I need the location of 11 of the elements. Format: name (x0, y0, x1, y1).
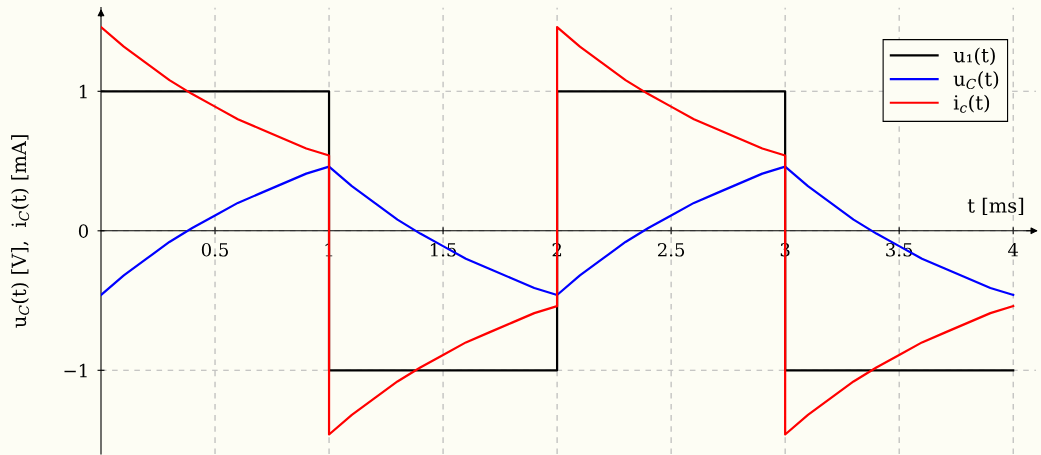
y-tick-label: 0 (78, 224, 88, 238)
legend-label: i$_{c}$(t) (953, 94, 990, 113)
x-tick-label: 4 (1008, 242, 1019, 257)
x-tick-label: 2.5 (657, 242, 685, 257)
legend-label: u₁(t) (953, 47, 995, 66)
x-axis-title: t [ms] (967, 197, 1024, 216)
y-axis-title: u$_{C}$(t) [V], i$_{C}$(t) [mA] (11, 135, 30, 328)
y-tick-label: −1 (64, 363, 87, 378)
legend-label: u$_{C}$(t) (953, 71, 999, 90)
x-tick-label: 0.5 (201, 242, 228, 257)
y-tick-label: 1 (79, 84, 87, 99)
